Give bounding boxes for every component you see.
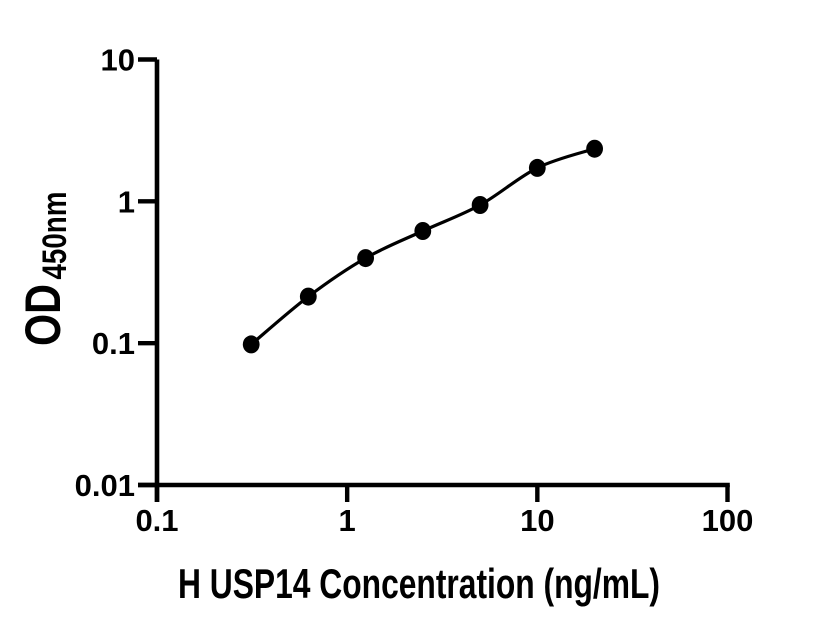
axis-ticks bbox=[138, 57, 730, 502]
y-tick-label: 0.01 bbox=[75, 468, 135, 503]
data-point bbox=[357, 249, 374, 268]
data-point bbox=[414, 222, 432, 240]
y-axis-title-subscript: 450nm bbox=[36, 192, 74, 280]
data-point bbox=[471, 196, 489, 214]
y-axis-title-main: OD bbox=[15, 284, 71, 346]
x-tick-label: 1 bbox=[339, 503, 356, 538]
y-axis-title: OD 450nm bbox=[15, 192, 74, 346]
data-point bbox=[299, 287, 317, 306]
x-tick-label: 0.1 bbox=[135, 503, 178, 538]
fit-curve-line bbox=[249, 147, 597, 346]
y-tick-label: 10 bbox=[101, 43, 135, 78]
x-axis-title: H USP14 Concentration (ng/mL) bbox=[178, 560, 660, 607]
y-tick-label: 1 bbox=[118, 184, 135, 219]
y-tick-label: 0.1 bbox=[92, 326, 135, 361]
data-point bbox=[242, 335, 260, 354]
x-tick-label: 100 bbox=[702, 503, 754, 538]
data-points bbox=[242, 139, 603, 354]
data-point bbox=[586, 139, 603, 158]
x-tick-label: 10 bbox=[520, 503, 554, 538]
axes bbox=[138, 59, 730, 502]
data-point bbox=[528, 158, 546, 177]
